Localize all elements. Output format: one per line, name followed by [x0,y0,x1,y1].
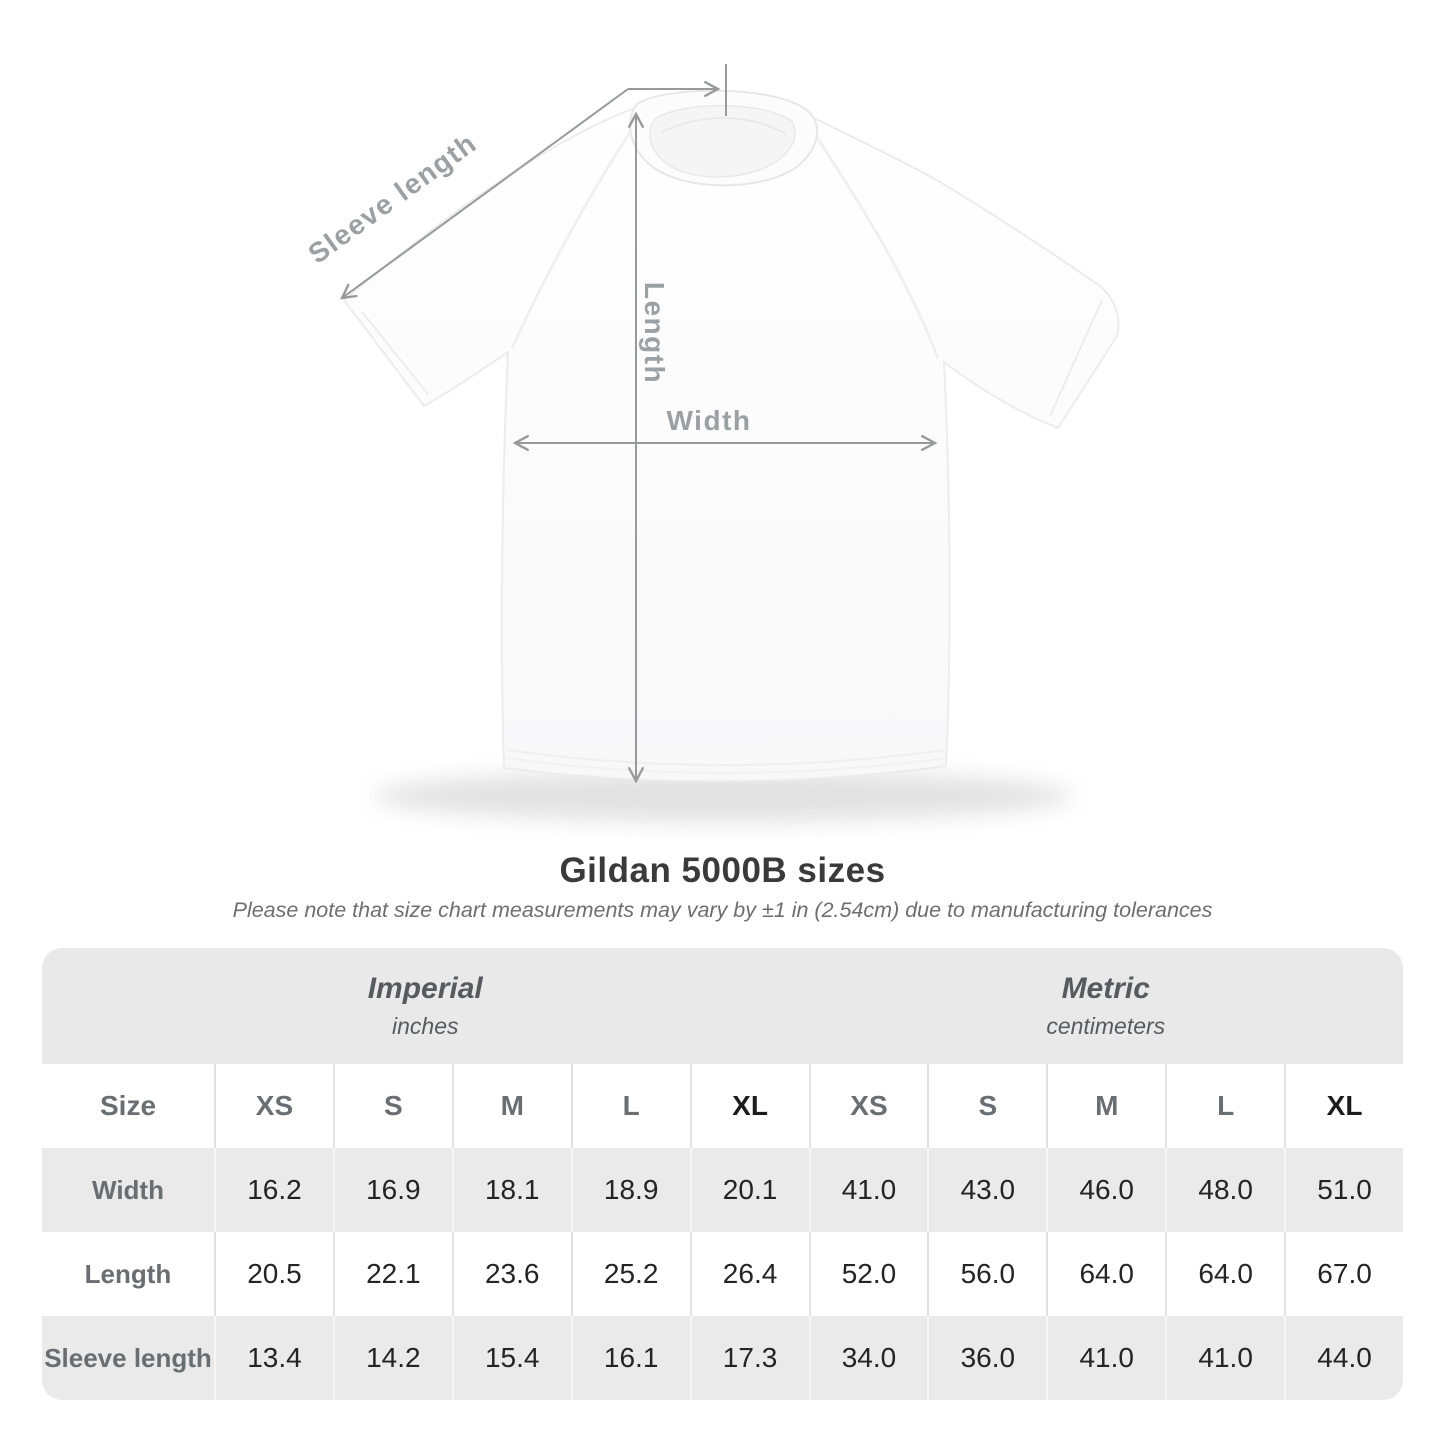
sleeve-length-dimension-line [339,88,629,300]
width-metric-xs: 41.0 [808,1148,928,1232]
imperial-header-unit: inches [392,1013,459,1039]
metric-header: Metric centimeters [808,948,1403,1064]
size-header-metric-s: S [927,1064,1047,1148]
ground-shadow [373,770,1073,822]
page-subtitle: Please note that size chart measurements… [232,898,1213,922]
sleeve-metric-m: 41.0 [1046,1316,1166,1400]
size-header-metric-l: L [1165,1064,1285,1148]
length-label: Length [639,282,670,384]
width-label: Width [667,405,752,436]
width-imperial-l: 18.9 [570,1148,690,1232]
hem-seam-2 [504,757,946,774]
sleeve-imperial-xs: 13.4 [214,1316,333,1400]
length-imperial-xs: 20.5 [214,1232,333,1316]
size-header-imperial-s: S [332,1064,452,1148]
width-metric-m: 46.0 [1046,1148,1166,1232]
size-header-imperial-xl: XL [689,1064,809,1148]
width-metric-l: 48.0 [1165,1148,1285,1232]
tshirt-diagram-svg: Sleeve length Length Width [302,64,1120,822]
sleeve-imperial-s: 14.2 [332,1316,452,1400]
width-imperial-xl: 20.1 [689,1148,809,1232]
imperial-header-title: Imperial [367,972,483,1005]
tshirt-body [343,90,1120,783]
length-metric-s: 56.0 [927,1232,1047,1316]
sleeve-imperial-l: 16.1 [570,1316,690,1400]
width-imperial-xs: 16.2 [214,1148,333,1232]
size-header-imperial-xs: XS [214,1064,333,1148]
hem-seam [505,749,945,766]
sleeve-imperial-xl: 17.3 [689,1316,809,1400]
right-cuff-seam [1049,299,1103,417]
row-label-width: Width [42,1148,214,1232]
width-metric-s: 43.0 [927,1148,1047,1232]
measurement-diagram: Sleeve length Length Width [302,64,1120,822]
length-metric-m: 64.0 [1046,1232,1166,1316]
metric-header-title: Metric [1061,972,1150,1005]
length-imperial-xl: 26.4 [689,1232,809,1316]
sleeve-metric-s: 36.0 [927,1316,1047,1400]
length-metric-xs: 52.0 [808,1232,928,1316]
sleeve-metric-xl: 44.0 [1284,1316,1403,1400]
dimension-lines [339,64,938,784]
length-imperial-s: 22.1 [332,1232,452,1316]
page-title: Gildan 5000B sizes [559,851,886,890]
length-metric-l: 64.0 [1165,1232,1285,1316]
size-col-header: Size [42,1064,214,1148]
size-chart-table: Imperial inches Metric centimeters Size … [42,948,1403,1400]
size-header-metric-xl: XL [1284,1064,1403,1148]
right-sleeve-seam [804,119,940,359]
left-cuff-seam [361,311,429,395]
collar-back-seam [661,117,787,135]
width-imperial-m: 18.1 [451,1148,571,1232]
sleeve-imperial-m: 15.4 [451,1316,571,1400]
width-metric-xl: 51.0 [1284,1148,1403,1232]
size-header-imperial-l: L [570,1064,690,1148]
length-imperial-m: 23.6 [451,1232,571,1316]
sleeve-metric-l: 41.0 [1165,1316,1285,1400]
size-header-imperial-m: M [451,1064,571,1148]
size-header-metric-xs: XS [808,1064,928,1148]
row-label-length: Length [42,1232,214,1316]
size-header-metric-m: M [1046,1064,1166,1148]
metric-header-unit: centimeters [1046,1013,1166,1039]
length-imperial-l: 25.2 [570,1232,690,1316]
row-label-sleeve-length: Sleeve length [42,1316,214,1400]
length-metric-xl: 67.0 [1284,1232,1403,1316]
width-imperial-s: 16.9 [332,1148,452,1232]
imperial-header: Imperial inches [42,948,809,1064]
sleeve-metric-xs: 34.0 [808,1316,928,1400]
